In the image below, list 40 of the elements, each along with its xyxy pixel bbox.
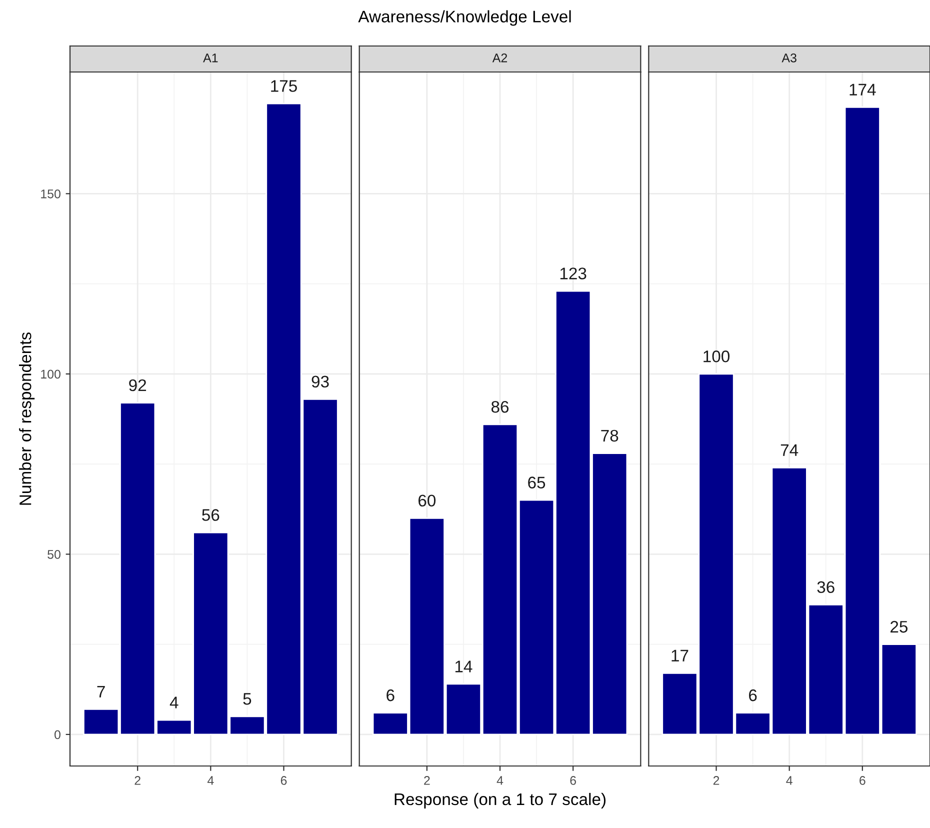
data-label: 6 [749,689,757,702]
data-label: 5 [243,693,252,705]
data-label: 174 [850,84,876,96]
data-label: 56 [202,509,220,521]
x-tick-label: 2 [713,776,720,785]
x-tick-label: 2 [134,776,140,785]
x-tick-label: 4 [207,776,214,785]
data-label: 86 [491,400,509,413]
data-label: 17 [672,650,688,662]
data-label: 60 [418,494,436,507]
data-label: 36 [817,581,834,594]
data-label: 7 [97,686,105,698]
x-tick-label: 4 [786,776,792,785]
x-tick-label: 6 [280,776,287,785]
data-label: 6 [386,689,394,702]
data-label: 14 [455,660,472,672]
x-tick-label: 6 [860,776,866,785]
data-label: 93 [312,376,329,388]
y-tick-label: 0 [54,730,60,740]
chart-title: A2 [492,54,508,62]
x-axis-title: Response (on a 1 to 7 scale) [394,792,606,808]
data-label: 25 [890,620,908,633]
data-label: 123 [560,268,586,280]
data-label: 92 [129,379,146,392]
y-tick-label: 150 [41,189,60,198]
y-tick-label: 100 [41,370,60,379]
x-tick-label: 4 [496,776,504,785]
chart-title: A3 [782,54,796,62]
data-label: 74 [780,444,798,456]
x-tick-label: 2 [424,776,430,785]
text: Awareness/Knowledge Level [358,10,571,26]
data-label: 175 [271,80,297,92]
y-axis-title: Number of respondents [19,332,35,505]
data-label: 65 [528,476,546,488]
chart-title: A1 [203,54,218,62]
data-label: 100 [704,350,730,362]
y-tick-label: 50 [48,550,60,559]
x-tick-label: 6 [570,776,576,785]
data-label: 4 [170,696,178,708]
data-label: 78 [601,430,618,442]
